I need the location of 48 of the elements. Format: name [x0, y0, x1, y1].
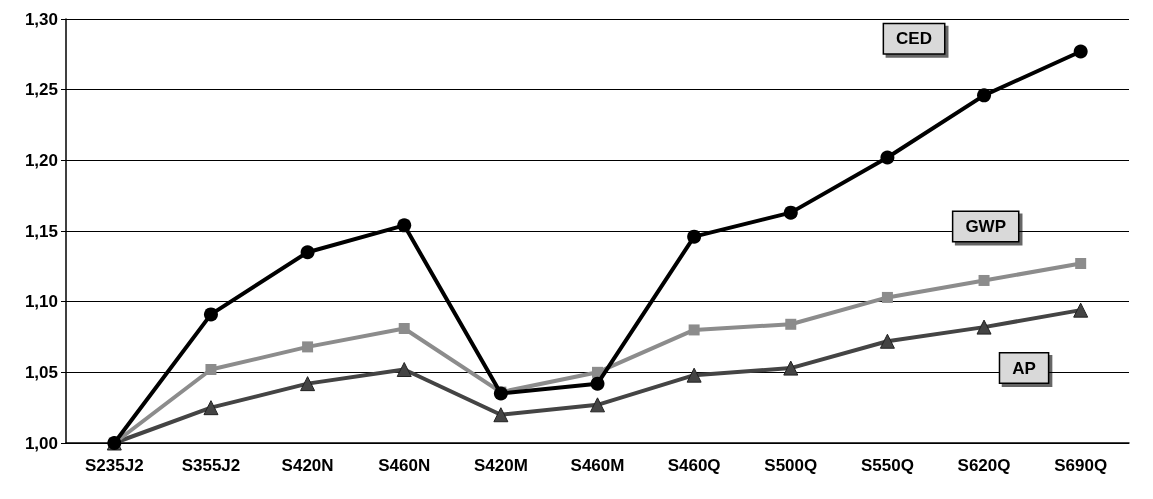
- point: [590, 376, 605, 391]
- point: [976, 319, 992, 335]
- point: [493, 407, 509, 423]
- point: [203, 307, 218, 322]
- point: [977, 88, 992, 103]
- point: [879, 333, 895, 349]
- text: CED: [896, 29, 932, 49]
- y-tick-label: 1,05: [24, 362, 58, 382]
- x-tick-label: S420M: [473, 456, 528, 475]
- point: [785, 318, 797, 330]
- point: [1073, 44, 1088, 59]
- point: [396, 362, 412, 378]
- x-tick-label: S460Q: [667, 456, 721, 475]
- y-tick-label: 1,15: [24, 221, 58, 241]
- point: [688, 324, 700, 336]
- x-tick-label: S460M: [570, 456, 625, 475]
- point: [203, 400, 219, 416]
- y-tick-label: 1,10: [24, 292, 58, 312]
- text: GWP: [965, 217, 1006, 237]
- y-tick-label: 1,20: [24, 150, 58, 170]
- point: [1075, 258, 1087, 270]
- x-tick-label: S460N: [378, 456, 431, 475]
- x-tick-label: S500Q: [764, 456, 818, 475]
- point: [978, 274, 990, 286]
- point: [783, 205, 798, 220]
- point: [398, 323, 410, 335]
- point: [880, 150, 895, 165]
- x-tick-label: S420N: [281, 456, 334, 475]
- x-tick-label: S620Q: [957, 456, 1011, 475]
- x-tick-label: S690Q: [1054, 456, 1108, 475]
- y-tick-label: 1,25: [24, 80, 58, 100]
- point: [302, 341, 314, 353]
- point: [397, 218, 412, 233]
- point: [1073, 302, 1089, 318]
- x-tick-label: S355J2: [181, 456, 241, 475]
- point: [687, 229, 702, 244]
- point: [881, 291, 893, 303]
- point: [590, 397, 605, 413]
- x-tick-label: S235J2: [85, 456, 144, 475]
- point: [300, 376, 316, 392]
- point: [783, 360, 799, 376]
- point: [686, 367, 702, 383]
- y-tick-label: 1,00: [24, 433, 58, 453]
- x-tick-label: S550Q: [860, 456, 914, 475]
- point: [205, 364, 217, 376]
- point: [300, 245, 315, 260]
- series-label: AP: [1012, 358, 1036, 378]
- y-tick-label: 1,30: [24, 9, 58, 29]
